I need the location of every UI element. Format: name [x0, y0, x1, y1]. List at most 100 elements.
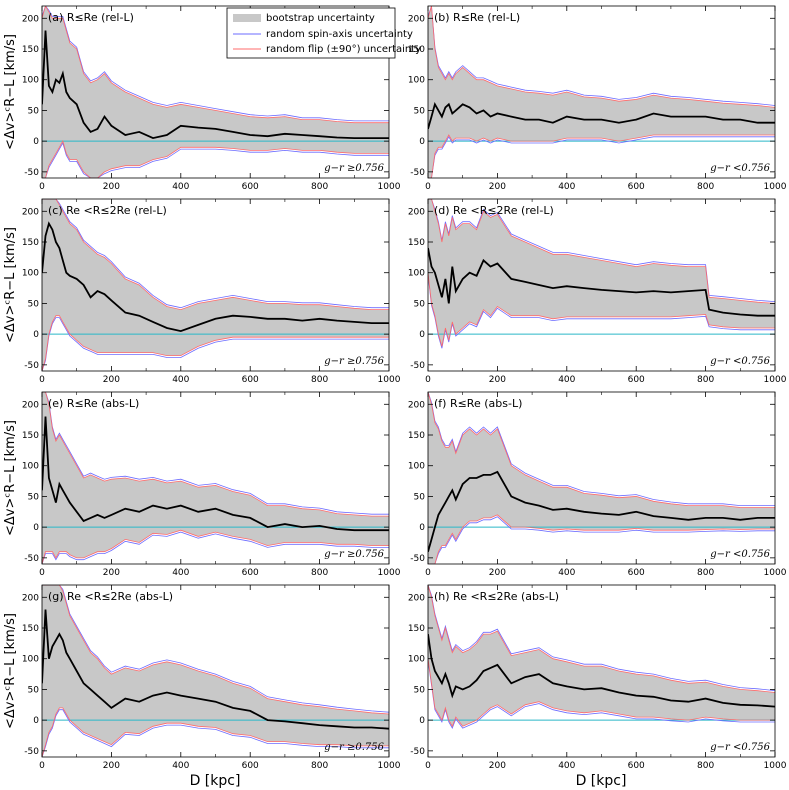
spin-lower-line — [428, 135, 775, 178]
y-tick-label: 150 — [408, 431, 425, 441]
y-tick-label: 0 — [419, 330, 425, 340]
spin-upper-line — [428, 6, 775, 106]
flip-upper-line — [42, 199, 389, 311]
x-tick-label: 200 — [489, 568, 506, 578]
legend-swatch-bootstrap — [233, 14, 261, 22]
x-tick-label: 400 — [558, 568, 575, 578]
color-cut-label: g−r ≥0.756 — [324, 549, 384, 560]
y-tick-label: -50 — [410, 361, 425, 371]
y-axis-label: <Δv>ᶜR−L [km/s] — [3, 420, 18, 536]
flip-upper-line — [42, 585, 389, 715]
panel-title: (b) R≤Re (rel-L) — [434, 11, 520, 24]
y-axis-label: <Δv>ᶜR−L [km/s] — [3, 34, 18, 150]
spin-lower-line — [42, 709, 389, 757]
x-tick-label: 1000 — [378, 761, 401, 771]
median-line — [42, 416, 389, 532]
x-axis-label-left: D [kpc] — [190, 773, 241, 789]
flip-upper-line — [428, 6, 775, 108]
flip-upper-line — [428, 585, 775, 693]
x-tick-label: 200 — [489, 761, 506, 771]
spin-lower-line — [428, 660, 775, 730]
x-tick-label: 200 — [103, 375, 120, 385]
flip-upper-line — [42, 6, 389, 124]
spin-upper-line — [42, 392, 389, 515]
panel-title: (c) Re <R≤2Re (rel-L) — [48, 204, 167, 217]
spin-upper-line — [42, 6, 389, 122]
y-tick-label: 0 — [419, 716, 425, 726]
y-tick-label: 200 — [22, 400, 39, 410]
y-tick-label: 150 — [408, 238, 425, 248]
x-tick-label: 800 — [697, 182, 714, 192]
y-tick-label: -50 — [24, 168, 39, 178]
spin-lower-line — [428, 274, 775, 349]
plot-area — [428, 6, 775, 178]
x-tick-label: 600 — [628, 568, 645, 578]
x-tick-label: 800 — [311, 375, 328, 385]
spin-upper-line — [428, 585, 775, 692]
x-axis-label-right: D [kpc] — [576, 773, 627, 789]
flip-lower-line — [428, 514, 775, 564]
median-line — [428, 470, 775, 552]
panel-title: (e) R≤Re (abs-L) — [48, 397, 139, 410]
y-tick-label: 150 — [22, 45, 39, 55]
median-line — [428, 101, 775, 130]
median-line — [42, 221, 389, 333]
x-tick-label: 1000 — [764, 761, 787, 771]
y-tick-label: 200 — [408, 207, 425, 217]
x-tick-label: 800 — [311, 182, 328, 192]
y-tick-label: 50 — [414, 492, 426, 502]
color-cut-label: g−r ≥0.756 — [324, 356, 384, 367]
y-tick-label: 0 — [33, 523, 39, 533]
x-tick-label: 600 — [242, 375, 259, 385]
x-tick-label: 200 — [489, 375, 506, 385]
bootstrap-band — [428, 199, 775, 347]
x-tick-label: 800 — [697, 761, 714, 771]
plot-area — [428, 392, 775, 564]
x-tick-label: 0 — [425, 568, 431, 578]
y-tick-label: 100 — [408, 76, 425, 86]
spin-upper-line — [428, 392, 775, 506]
x-tick-label: 400 — [172, 182, 189, 192]
panel-title: (a) R≤Re (rel-L) — [48, 11, 134, 24]
spin-lower-line — [42, 317, 389, 371]
legend-label-spin: random spin-axis uncertainty — [266, 29, 413, 40]
median-line — [42, 609, 389, 730]
y-tick-label: 150 — [408, 624, 425, 634]
x-tick-label: 1000 — [764, 375, 787, 385]
y-tick-label: 200 — [408, 14, 425, 24]
x-tick-label: 0 — [39, 375, 45, 385]
flip-upper-line — [428, 199, 775, 304]
y-tick-label: 50 — [28, 106, 40, 116]
y-tick-label: 200 — [22, 207, 39, 217]
y-tick-label: 100 — [22, 655, 39, 665]
y-tick-label: 100 — [408, 269, 425, 279]
y-tick-label: -50 — [410, 168, 425, 178]
x-tick-label: 1000 — [764, 568, 787, 578]
y-tick-label: 200 — [22, 593, 39, 603]
y-tick-label: 100 — [408, 462, 425, 472]
flip-lower-line — [42, 529, 389, 564]
x-tick-label: 0 — [39, 568, 45, 578]
panel-title: (h) Re <R≤2Re (abs-L) — [434, 590, 559, 603]
x-tick-label: 1000 — [378, 375, 401, 385]
color-cut-label: g−r ≥0.756 — [324, 742, 384, 753]
bootstrap-band — [428, 6, 775, 178]
bootstrap-band — [428, 392, 775, 564]
x-tick-label: 400 — [172, 568, 189, 578]
x-tick-label: 800 — [697, 375, 714, 385]
x-tick-label: 0 — [39, 182, 45, 192]
panel-title: (f) R≤Re (abs-L) — [434, 397, 522, 410]
plot-area — [42, 6, 389, 178]
y-tick-label: 100 — [408, 655, 425, 665]
x-tick-label: 800 — [311, 761, 328, 771]
color-cut-label: g−r <0.756 — [710, 163, 770, 174]
y-tick-label: 100 — [22, 462, 39, 472]
x-tick-label: 1000 — [764, 182, 787, 192]
y-tick-label: 50 — [28, 685, 40, 695]
